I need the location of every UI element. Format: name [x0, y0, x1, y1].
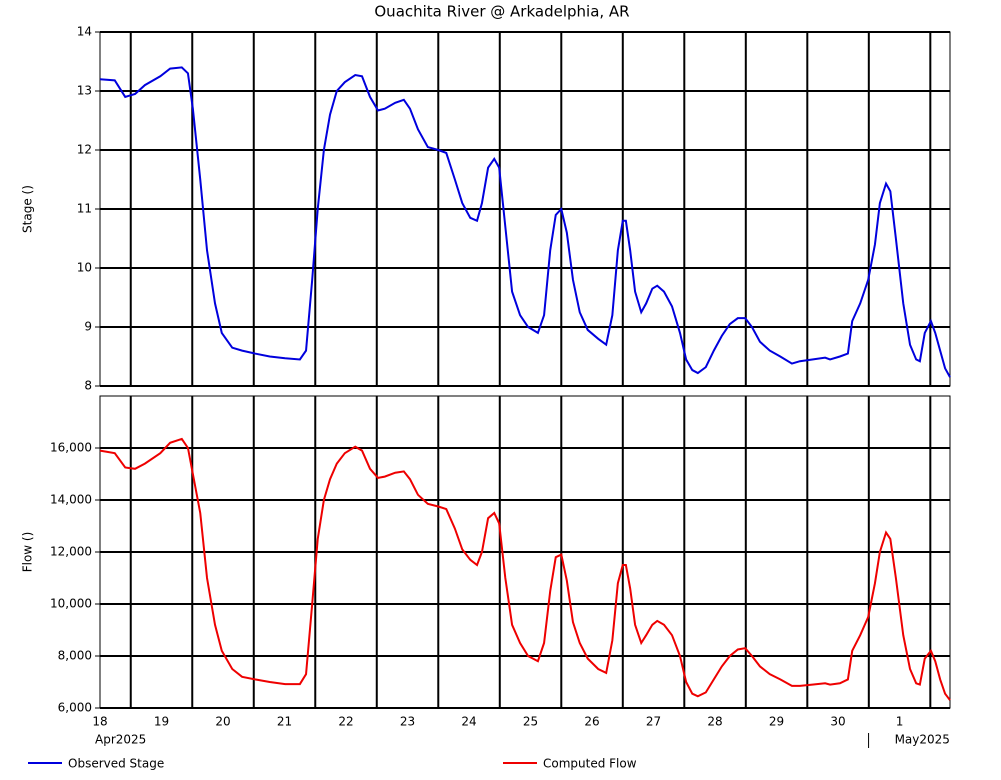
y-tick-label: 8 [84, 379, 92, 393]
y-tick-label: 10,000 [50, 597, 92, 611]
y-tick-label: 14 [77, 25, 92, 39]
x-tick-label: 20 [215, 715, 230, 729]
month-label: May2025 [895, 733, 950, 747]
y-tick-label: 6,000 [58, 701, 92, 715]
legend-label: Computed Flow [543, 757, 637, 771]
y-tick-label: 10 [77, 261, 92, 275]
y-tick-label: 8,000 [58, 649, 92, 663]
x-tick-label: 30 [830, 715, 845, 729]
x-tick-label: 22 [338, 715, 353, 729]
chart-title: Ouachita River @ Arkadelphia, AR [374, 3, 629, 21]
x-tick-label: 24 [461, 715, 476, 729]
x-tick-label: 29 [769, 715, 784, 729]
y-tick-label: 16,000 [50, 441, 92, 455]
x-tick-label: 26 [584, 715, 599, 729]
legend-label: Observed Stage [68, 757, 164, 771]
y-axis-label: Flow () [21, 532, 35, 573]
x-tick-label: 27 [646, 715, 661, 729]
y-axis-label: Stage () [21, 185, 35, 233]
x-tick-label: 19 [154, 715, 169, 729]
y-tick-label: 9 [84, 320, 92, 334]
y-tick-label: 12 [77, 143, 92, 157]
x-tick-label: 23 [400, 715, 415, 729]
y-tick-label: 13 [77, 84, 92, 98]
x-tick-label: 21 [277, 715, 292, 729]
line [99, 66, 951, 378]
month-label: Apr2025 [95, 733, 146, 747]
x-tick-label: 28 [707, 715, 722, 729]
x-tick-label: 25 [523, 715, 538, 729]
y-tick-label: 14,000 [50, 493, 92, 507]
x-tick-label: 1 [896, 715, 904, 729]
y-tick-label: 12,000 [50, 545, 92, 559]
line [99, 437, 951, 701]
x-tick-label: 18 [92, 715, 107, 729]
y-tick-label: 11 [77, 202, 92, 216]
